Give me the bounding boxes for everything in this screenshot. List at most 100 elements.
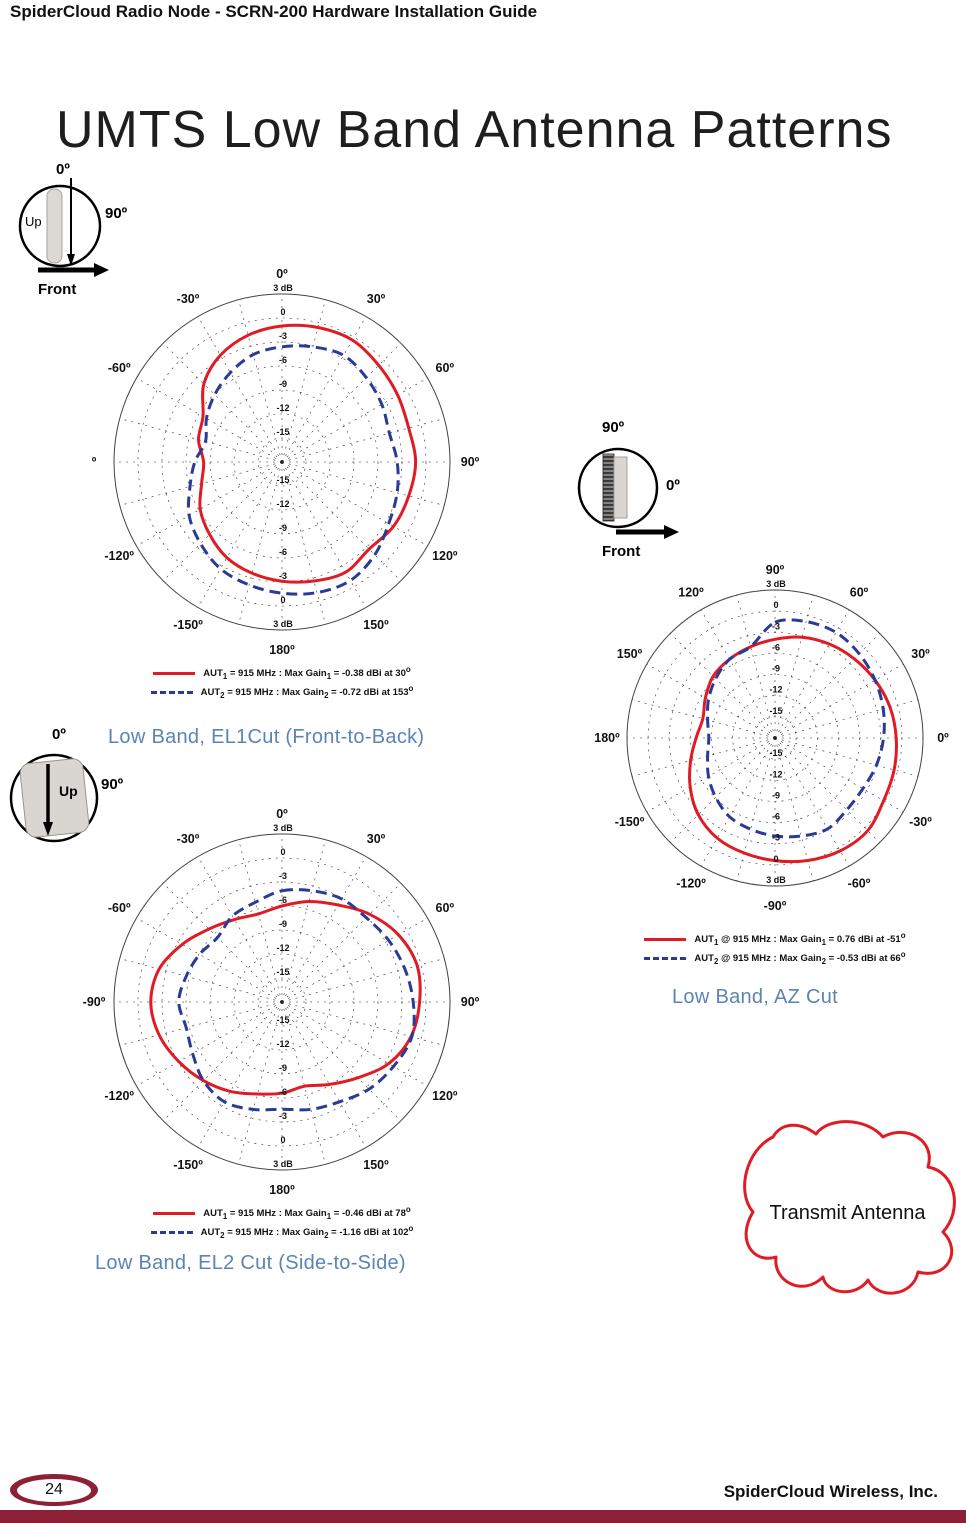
ring-label: -9: [772, 664, 780, 674]
ring-label: -3: [279, 1111, 287, 1121]
az-orient-ninety-label: 90º: [602, 419, 625, 436]
ring-label: -6: [772, 812, 780, 822]
az-caption: Low Band, AZ Cut: [672, 986, 839, 1008]
legend-line-sample: [150, 690, 193, 694]
ring-label: -9: [279, 1063, 287, 1073]
antenna-edge-icon: [46, 188, 63, 264]
ring-label: 0: [280, 1135, 285, 1145]
down-arrow-icon: [67, 178, 75, 266]
el1-orient-front-label: Front: [38, 281, 76, 298]
angle-label: 150º: [617, 647, 643, 661]
angle-label: 150º: [363, 1158, 389, 1172]
ring-label: -3: [772, 833, 780, 843]
el1-orient-up-label: Up: [25, 214, 42, 229]
polar-plot: 0º 30º 60º 90º 120º 150º 180º -150º -120º º -60º -3…: [92, 267, 480, 657]
angle-label: 150º: [363, 618, 389, 632]
ring-label: 3 dB: [273, 619, 293, 629]
angle-label: 0º: [276, 807, 288, 821]
ring-label: -12: [769, 769, 782, 779]
antenna-face-icon: [19, 758, 90, 838]
legend-entry: AUT1 @ 915 MHz : Max Gain1 = 0.76 dBi at…: [644, 931, 906, 947]
ring-label: -9: [279, 523, 287, 533]
angle-label: 60º: [436, 901, 455, 915]
ring-label: -12: [769, 685, 782, 695]
polar-plot: 0º30º60º90º120º150º180º-150º-120º-90º-60…: [83, 807, 480, 1197]
front-arrow-icon: [616, 525, 679, 539]
series-AUT1: [196, 323, 418, 584]
angle-label: 30º: [911, 647, 930, 661]
ring-label: -12: [276, 1039, 289, 1049]
ring-label: 3 dB: [273, 283, 293, 293]
ring-label: 3 dB: [273, 1159, 293, 1169]
angle-label: 30º: [367, 832, 386, 846]
ring-label: -12: [276, 499, 289, 509]
transmit-antenna-figure: [728, 1112, 963, 1312]
ring-label: -3: [772, 621, 780, 631]
angle-label: -60º: [108, 901, 131, 915]
angle-label: 90º: [461, 455, 480, 469]
angle-label: -30º: [909, 815, 932, 829]
angle-label: -60º: [848, 877, 871, 891]
footer-page-badge: 24: [10, 1474, 98, 1506]
ring-label: -15: [276, 967, 289, 977]
angle-label: -30º: [177, 292, 200, 306]
el1-orient-zero-label: 0º: [56, 161, 70, 178]
legend-entry: AUT1 = 915 MHz : Max Gain1 = -0.38 dBi a…: [153, 665, 411, 682]
ring-label: -3: [279, 871, 287, 881]
angle-label: 90º: [461, 995, 480, 1009]
el2-caption: Low Band, EL2 Cut (Side-to-Side): [95, 1252, 406, 1274]
az-polar-chart: 90º 60º 30º 0º -30º -60º -90º -120º -150º 180º 150…: [575, 538, 966, 966]
el2-orient-ninety-label: 90º: [101, 776, 124, 793]
angle-label: 30º: [367, 292, 386, 306]
angle-label: 60º: [850, 586, 869, 600]
legend-line-sample: [153, 1211, 196, 1215]
legend-text: AUT2 @ 915 MHz : Max Gain2 = -0.53 dBi a…: [694, 950, 906, 967]
legend-line-sample: [150, 1230, 193, 1234]
angle-label: -150º: [615, 815, 645, 829]
legend-text: AUT1 = 915 MHz : Max Gain1 = -0.38 dBi a…: [203, 665, 411, 682]
el2-orient-zero-label: 0º: [52, 726, 66, 743]
page-number: 24: [17, 1478, 91, 1502]
ring-label: 0: [280, 847, 285, 857]
ring-label: -6: [279, 355, 287, 365]
footer-bar: [0, 1510, 966, 1523]
el1-orientation-diagram: 0º Up 90º Front: [8, 160, 148, 310]
el1-caption: Low Band, EL1Cut (Front-to-Back): [108, 726, 425, 748]
series-AUT1: [149, 899, 422, 1096]
angle-label: -30º: [177, 832, 200, 846]
ring-label: -3: [279, 571, 287, 581]
down-arrow-icon: [43, 764, 53, 836]
antenna-fins-icon: [602, 453, 615, 522]
ring-label: -6: [279, 895, 287, 905]
angle-label: -60º: [108, 361, 131, 375]
angle-label: -150º: [173, 618, 203, 632]
legend-text: AUT2 = 915 MHz : Max Gain2 = -1.16 dBi a…: [200, 1224, 414, 1241]
transmit-antenna-outline: [743, 1120, 956, 1295]
angle-label: 120º: [432, 1089, 458, 1103]
document-header-title: SpiderCloud Radio Node - SCRN-200 Hardwa…: [10, 2, 538, 21]
ring-label: 3 dB: [273, 823, 293, 833]
legend-line-sample: [644, 937, 687, 941]
ring-label: 0: [280, 307, 285, 317]
ring-label: -15: [769, 748, 782, 758]
front-arrow-icon: [38, 263, 109, 277]
el2-orient-up-label: Up: [59, 783, 78, 799]
transmit-antenna-label: Transmit Antenna: [769, 1202, 926, 1224]
polar-plot: 90º 60º 30º 0º -30º -60º -90º -120º -150º 180º 150…: [594, 563, 949, 913]
ring-label: -9: [279, 379, 287, 389]
ring-label: 3 dB: [766, 875, 786, 885]
ring-label: -6: [279, 547, 287, 557]
el1-orient-ninety-label: 90º: [105, 205, 128, 222]
ring-label: 3 dB: [766, 579, 786, 589]
series-AUT2: [177, 888, 416, 1112]
angle-label: 90º: [766, 563, 785, 577]
antenna-body-icon: [613, 456, 628, 519]
legend-text: AUT1 = 915 MHz : Max Gain1 = -0.46 dBi a…: [203, 1205, 411, 1222]
ring-label: -15: [276, 1015, 289, 1025]
az-orient-zero-label: 0º: [666, 477, 680, 494]
ring-label: 0: [773, 854, 778, 864]
ring-label: -9: [772, 790, 780, 800]
chart-legend: AUT1 = 915 MHz : Max Gain1 = -0.38 dBi a…: [72, 665, 492, 700]
angle-label: -120º: [104, 1089, 134, 1103]
